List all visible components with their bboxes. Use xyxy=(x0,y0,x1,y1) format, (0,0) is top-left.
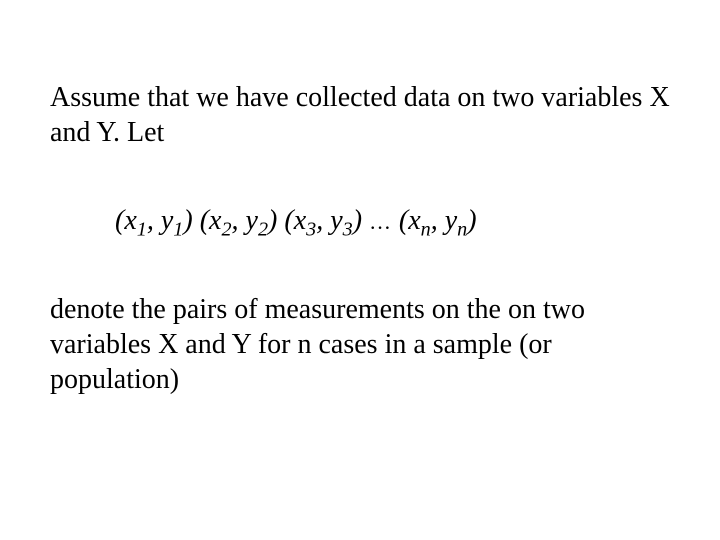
text-conclusion: denote the pairs of measurements on the … xyxy=(50,294,585,395)
paragraph-intro: Assume that we have collected data on tw… xyxy=(50,80,670,150)
ellipsis: … xyxy=(369,210,392,234)
math-expression: (x1, y1) (x2, y2) (x3, y3) … (xn, yn) xyxy=(115,205,670,237)
pair-n: (xn, yn) xyxy=(399,205,477,236)
slide: Assume that we have collected data on tw… xyxy=(0,0,720,540)
pair-2: (x2, y2) xyxy=(200,205,278,236)
paragraph-conclusion: denote the pairs of measurements on the … xyxy=(50,292,670,397)
pair-1: (x1, y1) xyxy=(115,205,193,236)
text-intro: Assume that we have collected data on tw… xyxy=(50,82,670,148)
pair-3: (x3, y3) xyxy=(284,205,362,236)
